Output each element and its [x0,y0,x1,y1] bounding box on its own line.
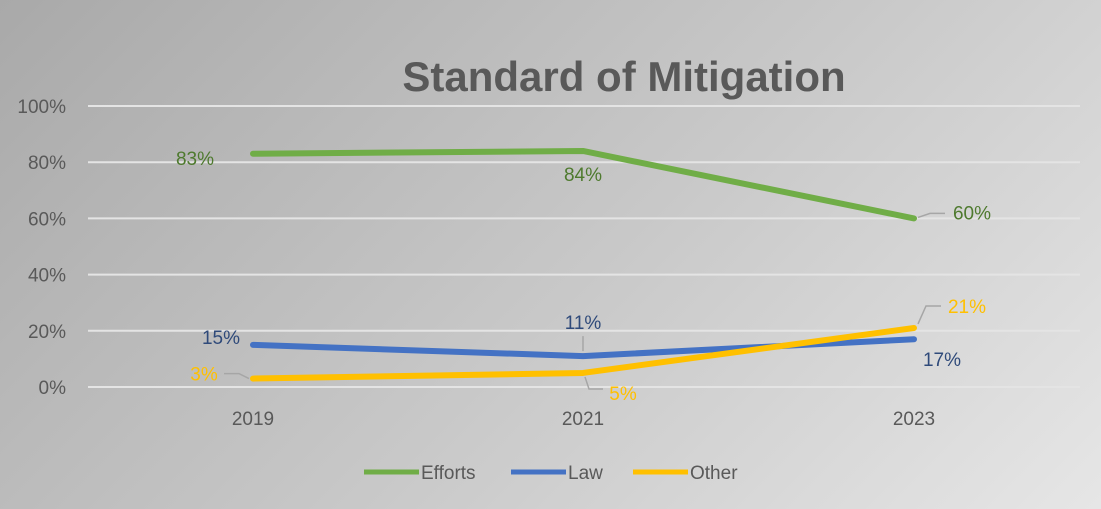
y-tick-label: 40% [28,266,66,287]
y-tick-label: 20% [28,322,66,343]
data-label-other: 21% [948,297,986,318]
chart-title: Standard of Mitigation [402,53,845,100]
y-tick-label: 100% [17,97,66,118]
leader-line [224,372,250,380]
series-lines [250,147,917,382]
legend: Efforts Law Other [364,463,738,484]
data-label-law: 11% [565,313,602,334]
y-tick-label: 60% [28,209,66,230]
legend-label-law: Law [568,463,603,484]
legend-label-other: Other [690,463,738,484]
x-tick-label: 2021 [562,409,604,430]
y-tick-label: 80% [28,153,66,174]
leader-line [917,305,941,325]
x-tick-label: 2023 [893,409,935,430]
x-tick-label: 2019 [232,409,274,430]
gridlines [88,105,1080,388]
y-axis-ticks: 0% 20% 40% 60% 80% 100% [17,97,66,399]
legend-label-efforts: Efforts [421,463,476,484]
data-label-efforts: 84% [564,165,602,186]
data-label-law: 15% [202,328,240,349]
leader-line [917,212,945,219]
data-label-law: 17% [923,350,961,371]
series-line-efforts [250,147,917,222]
series-line-other [250,324,917,382]
x-axis-ticks: 2019 2021 2023 [232,409,935,430]
data-label-other: 3% [190,365,218,386]
data-label-efforts: 83% [176,149,214,170]
data-labels: 83% 84% 60% 15% 11% 17% 3% 5% 21% [176,149,991,405]
leader-line [584,376,603,390]
data-label-other: 5% [609,384,637,405]
y-tick-label: 0% [39,378,67,399]
data-label-efforts: 60% [953,203,991,224]
